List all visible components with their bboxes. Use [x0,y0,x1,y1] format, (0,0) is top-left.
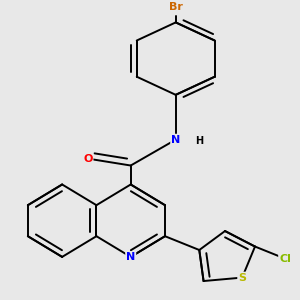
Text: S: S [238,273,246,283]
Text: N: N [171,135,180,145]
Text: Cl: Cl [279,254,291,264]
Text: O: O [83,154,92,164]
Text: N: N [126,252,135,262]
Text: Br: Br [169,2,183,12]
Text: H: H [195,136,203,146]
